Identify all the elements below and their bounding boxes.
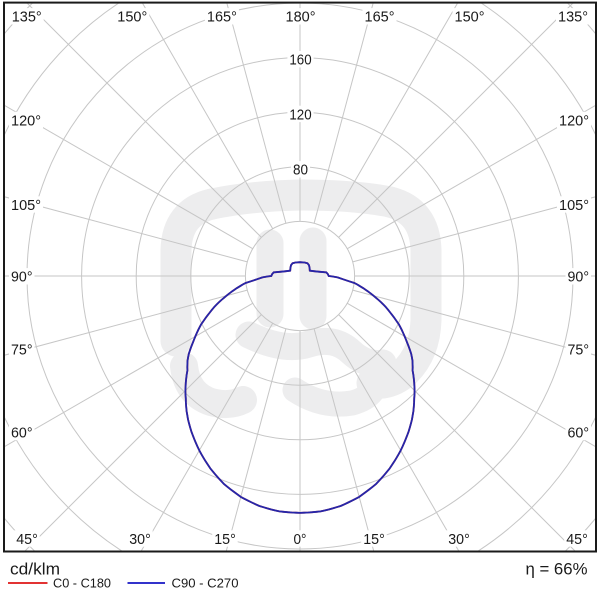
svg-text:180°: 180° bbox=[286, 9, 316, 26]
svg-text:150°: 150° bbox=[117, 9, 147, 26]
svg-text:C90 - C270: C90 - C270 bbox=[172, 576, 239, 591]
svg-text:135°: 135° bbox=[12, 9, 42, 26]
svg-text:90°: 90° bbox=[11, 269, 33, 286]
svg-text:η = 66%: η = 66% bbox=[526, 561, 588, 579]
svg-text:45°: 45° bbox=[16, 531, 38, 548]
svg-text:90°: 90° bbox=[568, 269, 590, 286]
svg-text:30°: 30° bbox=[129, 531, 151, 548]
svg-text:30°: 30° bbox=[448, 531, 470, 548]
svg-text:135°: 135° bbox=[558, 9, 588, 26]
svg-text:15°: 15° bbox=[363, 531, 385, 548]
svg-text:120°: 120° bbox=[559, 112, 589, 129]
svg-text:120°: 120° bbox=[11, 112, 41, 129]
svg-text:0°: 0° bbox=[294, 531, 307, 548]
svg-text:60°: 60° bbox=[11, 424, 33, 441]
svg-text:165°: 165° bbox=[365, 9, 395, 26]
svg-text:75°: 75° bbox=[568, 341, 590, 358]
svg-text:105°: 105° bbox=[559, 197, 589, 214]
svg-text:75°: 75° bbox=[11, 341, 33, 358]
svg-text:150°: 150° bbox=[455, 9, 485, 26]
svg-text:160: 160 bbox=[289, 52, 311, 69]
svg-text:120: 120 bbox=[289, 106, 311, 123]
svg-text:165°: 165° bbox=[207, 9, 237, 26]
svg-text:80: 80 bbox=[293, 162, 308, 179]
svg-text:15°: 15° bbox=[214, 531, 236, 548]
svg-text:105°: 105° bbox=[11, 197, 41, 214]
svg-text:60°: 60° bbox=[568, 424, 590, 441]
svg-text:45°: 45° bbox=[566, 531, 588, 548]
svg-text:C0 - C180: C0 - C180 bbox=[53, 576, 111, 591]
svg-text:cd/klm: cd/klm bbox=[10, 561, 60, 579]
